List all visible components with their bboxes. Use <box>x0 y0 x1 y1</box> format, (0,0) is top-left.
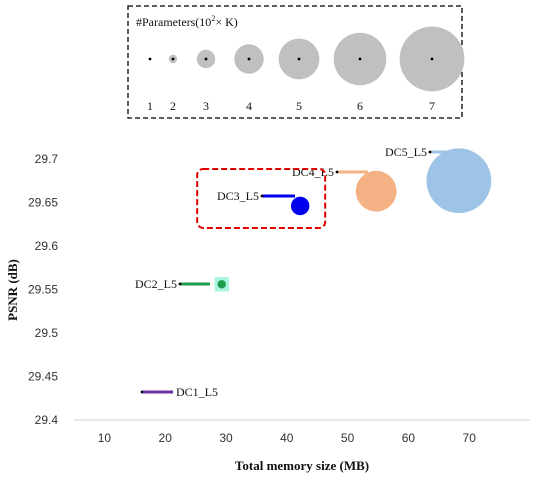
point-group: DC2_L5 <box>135 277 229 292</box>
y-tick-label: 29.7 <box>35 152 59 166</box>
data-point <box>217 280 226 289</box>
x-tick-label: 20 <box>159 431 173 445</box>
point-label: DC1_L5 <box>176 385 218 399</box>
x-tick-label: 60 <box>402 431 416 445</box>
point-group: DC1_L5 <box>140 385 218 399</box>
legend-size-label: 4 <box>246 99 252 113</box>
point-label: DC2_L5 <box>135 277 177 291</box>
point-group: DC3_L5 <box>217 189 310 216</box>
leader-end-dot <box>428 150 432 154</box>
y-tick-label: 29.6 <box>35 239 59 253</box>
legend-size-label: 2 <box>170 99 176 113</box>
x-axis-title: Total memory size (MB) <box>235 458 369 473</box>
x-tick-label: 30 <box>219 431 233 445</box>
legend-bubble-center <box>358 57 362 61</box>
leader-end-dot <box>178 282 182 286</box>
point-label: DC3_L5 <box>217 189 259 203</box>
legend-bubble-center <box>148 57 152 61</box>
legend-size-label: 3 <box>203 99 209 113</box>
y-tick-label: 29.55 <box>28 283 58 297</box>
y-tick-label: 29.4 <box>35 413 59 427</box>
leader-end-dot <box>260 194 264 198</box>
data-point <box>355 170 397 212</box>
x-tick-label: 50 <box>341 431 355 445</box>
leader-end-dot <box>335 170 339 174</box>
y-tick-label: 29.65 <box>28 196 58 210</box>
data-point <box>290 196 310 216</box>
legend-bubble-center <box>171 57 175 61</box>
x-tick-label: 10 <box>98 431 112 445</box>
point-label: DC4_L5 <box>292 165 334 179</box>
legend-bubble-center <box>297 57 301 61</box>
legend-title: #Parameters(102× K) <box>136 14 238 29</box>
data-point <box>142 390 146 394</box>
axes: 10 20 30 40 50 60 70 29.4 29.45 29.5 29.55 29.6 29.… <box>5 152 530 473</box>
highlight-box <box>196 167 327 229</box>
point-label: DC5_L5 <box>385 145 427 159</box>
legend-bubble-center <box>204 57 208 61</box>
legend-bubble-center <box>430 57 434 61</box>
legend-size-label: 1 <box>147 99 153 113</box>
y-tick-label: 29.5 <box>35 326 59 340</box>
leader-end-dot <box>140 390 144 394</box>
y-axis-title: PSNR (dB) <box>5 259 20 321</box>
legend-box <box>127 5 463 119</box>
legend-size-label: 7 <box>429 99 435 113</box>
legend-size-label: 5 <box>296 99 302 113</box>
y-tick-label: 29.45 <box>28 370 58 384</box>
size-legend: #Parameters(102× K) 1 2 3 4 5 6 7 <box>127 5 465 119</box>
point-group: DC5_L5 <box>385 145 492 214</box>
x-tick-label: 70 <box>463 431 477 445</box>
data-point <box>426 148 492 214</box>
legend-size-label: 6 <box>357 99 363 113</box>
legend-bubble-center <box>247 57 251 61</box>
x-tick-label: 40 <box>280 431 294 445</box>
